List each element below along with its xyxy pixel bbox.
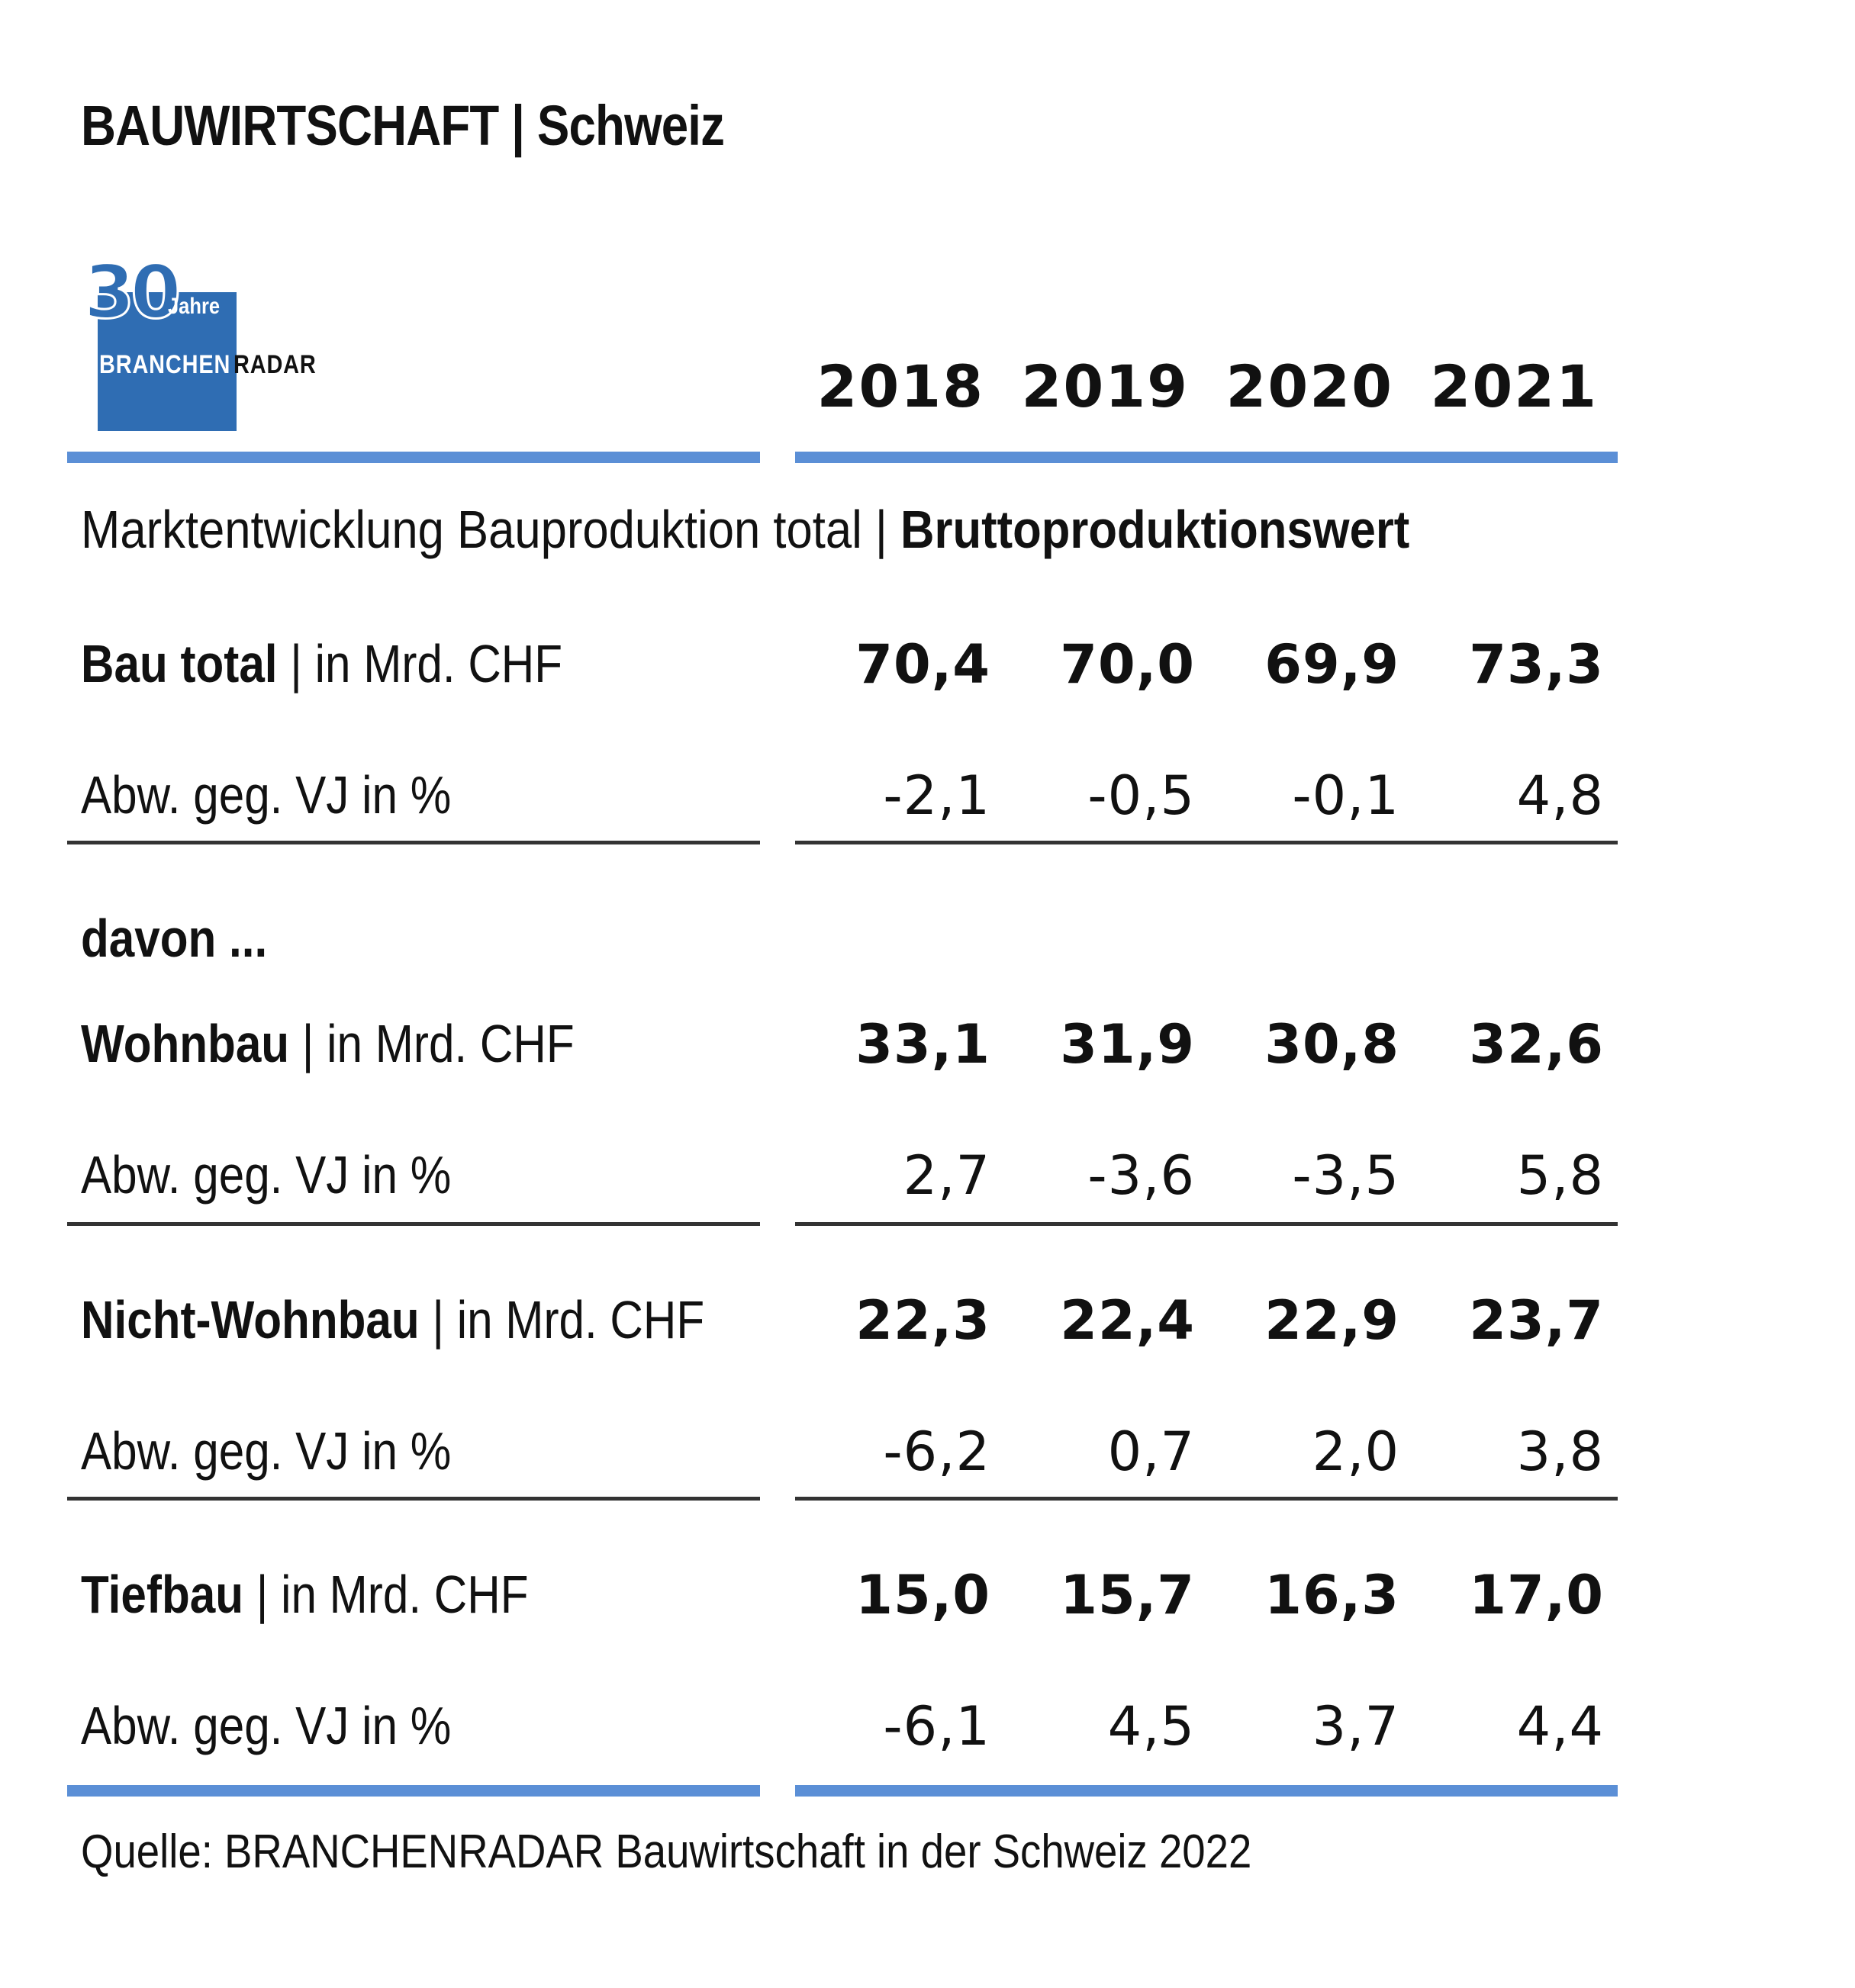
subtitle-bold: Bruttoproduktionswert	[900, 500, 1410, 559]
logo-square	[98, 292, 237, 431]
row-label-wohnbau: Wohnbau | in Mrd. CHF	[81, 1013, 575, 1074]
row-name: Tiefbau	[81, 1565, 243, 1624]
change-nicht-wohnbau-2020: 2,0	[1312, 1420, 1399, 1483]
logo-number: 30	[83, 249, 183, 335]
value-nicht-wohnbau-2018: 22,3	[855, 1289, 990, 1352]
value-bau-total-2018: 70,4	[855, 633, 990, 696]
row-label-bau-total: Bau total | in Mrd. CHF	[81, 633, 562, 694]
year-header-2019: 2019	[1021, 352, 1189, 420]
change-bau-total-2021: 4,8	[1516, 764, 1604, 827]
row-label-wohnbau-change: Abw. geg. VJ in %	[81, 1145, 452, 1205]
year-header-2018: 2018	[816, 352, 984, 420]
header-rule-left	[67, 452, 760, 463]
year-header-2021: 2021	[1430, 352, 1598, 420]
change-tiefbau-2019: 4,5	[1107, 1695, 1195, 1758]
value-wohnbau-2021: 32,6	[1469, 1013, 1604, 1076]
divider-right	[795, 1497, 1618, 1501]
row-name: Wohnbau	[81, 1014, 290, 1073]
row-unit: | in Mrd. CHF	[432, 1290, 705, 1349]
page-title: BAUWIRTSCHAFT | Schweiz	[81, 94, 725, 157]
change-wohnbau-2021: 5,8	[1516, 1144, 1604, 1207]
divider-right	[795, 841, 1618, 844]
divider-left	[67, 1497, 760, 1501]
branchenradar-logo: 30 Jahre BRANCHEN RADAR	[83, 255, 351, 431]
value-bau-total-2020: 69,9	[1264, 633, 1399, 696]
footer-rule-right	[795, 1785, 1618, 1797]
row-unit: | in Mrd. CHF	[256, 1565, 529, 1624]
change-wohnbau-2018: 2,7	[903, 1144, 990, 1207]
value-nicht-wohnbau-2019: 22,4	[1060, 1289, 1195, 1352]
row-name: Nicht-Wohnbau	[81, 1290, 420, 1349]
value-tiefbau-2021: 17,0	[1469, 1564, 1604, 1626]
year-header-2020: 2020	[1225, 352, 1393, 420]
row-name: Bau total	[81, 634, 278, 693]
change-nicht-wohnbau-2018: -6,2	[883, 1420, 990, 1483]
value-bau-total-2021: 73,3	[1469, 633, 1604, 696]
value-tiefbau-2020: 16,3	[1264, 1564, 1399, 1626]
change-wohnbau-2019: -3,6	[1087, 1144, 1195, 1207]
row-label-tiefbau: Tiefbau | in Mrd. CHF	[81, 1564, 528, 1625]
change-bau-total-2018: -2,1	[883, 764, 990, 827]
value-wohnbau-2019: 31,9	[1060, 1013, 1195, 1076]
change-tiefbau-2021: 4,4	[1516, 1695, 1604, 1758]
header-rule-right	[795, 452, 1618, 463]
source-note: Quelle: BRANCHENRADAR Bauwirtschaft in d…	[81, 1826, 1252, 1878]
change-wohnbau-2020: -3,5	[1292, 1144, 1399, 1207]
value-nicht-wohnbau-2020: 22,9	[1264, 1289, 1399, 1352]
value-wohnbau-2020: 30,8	[1264, 1013, 1399, 1076]
change-tiefbau-2018: -6,1	[883, 1695, 990, 1758]
change-bau-total-2020: -0,1	[1292, 764, 1399, 827]
change-bau-total-2019: -0,5	[1087, 764, 1195, 827]
logo-brand-a: BRANCHEN	[99, 350, 231, 379]
footer-rule-left	[67, 1785, 760, 1797]
value-bau-total-2019: 70,0	[1060, 633, 1195, 696]
row-unit: | in Mrd. CHF	[290, 634, 563, 693]
davon-label: davon ...	[81, 908, 267, 969]
row-label-nicht-wohnbau: Nicht-Wohnbau | in Mrd. CHF	[81, 1289, 704, 1350]
row-label-bau-total-change: Abw. geg. VJ in %	[81, 765, 452, 825]
value-nicht-wohnbau-2021: 23,7	[1469, 1289, 1604, 1352]
subtitle-regular: Marktentwicklung Bauproduktion total |	[81, 500, 901, 559]
change-nicht-wohnbau-2021: 3,8	[1516, 1420, 1604, 1483]
value-tiefbau-2019: 15,7	[1060, 1564, 1195, 1626]
table-subtitle: Marktentwicklung Bauproduktion total | B…	[81, 499, 1409, 560]
change-nicht-wohnbau-2019: 0,7	[1107, 1420, 1195, 1483]
row-label-tiefbau-change: Abw. geg. VJ in %	[81, 1696, 452, 1755]
row-unit: | in Mrd. CHF	[301, 1014, 575, 1073]
davon-text: davon ...	[81, 909, 268, 968]
divider-right	[795, 1222, 1618, 1226]
logo-brand-b: RADAR	[233, 350, 317, 379]
value-tiefbau-2018: 15,0	[855, 1564, 990, 1626]
divider-left	[67, 841, 760, 844]
divider-left	[67, 1222, 760, 1226]
value-wohnbau-2018: 33,1	[855, 1013, 990, 1076]
change-tiefbau-2020: 3,7	[1312, 1695, 1399, 1758]
logo-jahre: Jahre	[168, 294, 221, 319]
row-label-nicht-wohnbau-change: Abw. geg. VJ in %	[81, 1421, 452, 1481]
